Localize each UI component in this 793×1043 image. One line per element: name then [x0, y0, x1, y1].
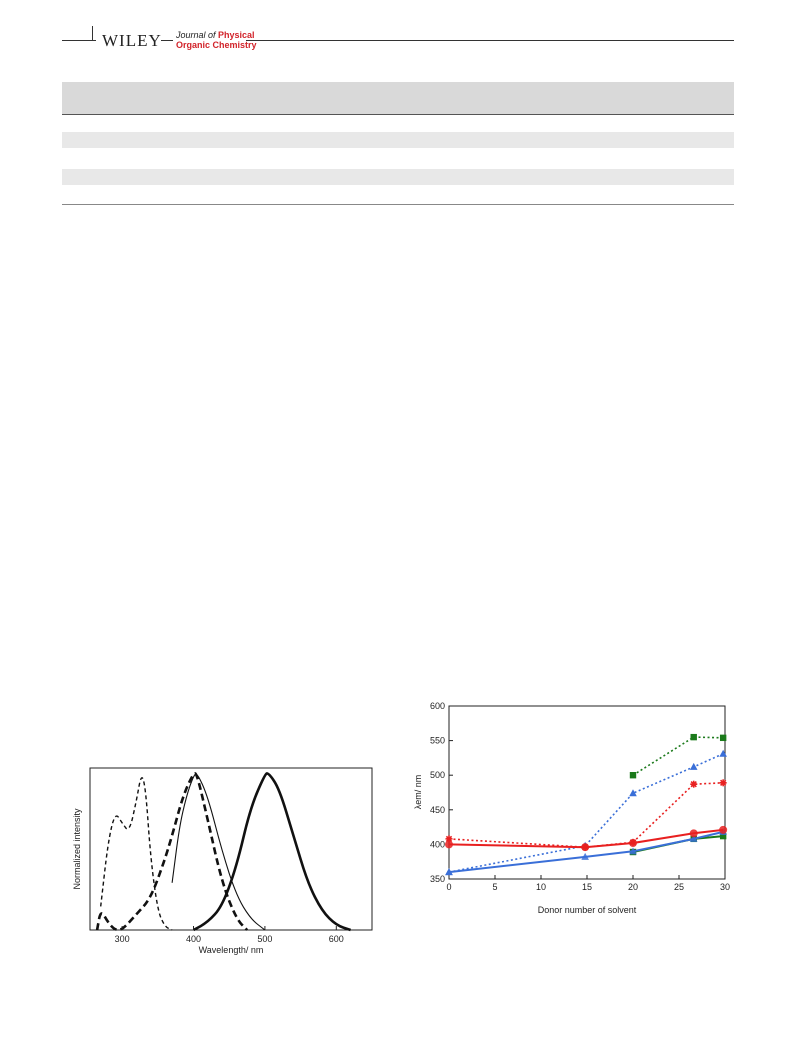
data-point-square — [629, 772, 637, 779]
asterisk-stroke — [629, 839, 637, 846]
data-point-circle — [445, 840, 453, 849]
x-tick-label: 600 — [329, 934, 344, 944]
header-rule-dash — [161, 40, 173, 41]
y-tick-label: 550 — [430, 736, 445, 746]
data-point-square — [719, 832, 727, 840]
asterisk-stroke — [445, 835, 453, 843]
data-point-triangle — [719, 749, 727, 757]
series-line-square-solid — [632, 835, 724, 853]
y-tick-label: 350 — [430, 874, 445, 884]
data-point-triangle — [445, 868, 453, 876]
data-point-square — [690, 733, 697, 741]
data-point-square — [719, 734, 727, 742]
journal-word: Physical — [218, 30, 255, 40]
asterisk-stroke — [581, 844, 589, 851]
asterisk-stroke — [690, 781, 697, 788]
asterisk-stroke — [719, 779, 727, 786]
data-point-triangle — [629, 789, 637, 797]
data-point-asterisk — [719, 779, 727, 787]
data-point-triangle — [629, 847, 637, 855]
x-axis-label: Donor number of solvent — [538, 905, 637, 915]
x-tick-label: 400 — [186, 934, 201, 944]
table-bottom-rule — [62, 204, 734, 205]
y-tick-label: 400 — [430, 839, 445, 849]
y-axis-label: λem/ nm — [413, 775, 423, 810]
plot-frame — [89, 767, 373, 931]
spectrum-thin-dashed — [100, 777, 173, 931]
data-point-triangle — [689, 834, 698, 842]
emission-vs-donor-figure: 0 5 10 15 20 25 30 350 400 450 500 550 600 Donor num… — [413, 701, 730, 915]
data-point-circle — [719, 825, 728, 834]
publisher-logo: WILEY — [102, 31, 162, 50]
series-line-asterisk-dotted — [448, 782, 724, 849]
series-line-triangle-solid — [448, 830, 724, 874]
data-point-asterisk — [445, 835, 453, 843]
data-point-asterisk — [629, 838, 637, 846]
journal-title-line2: Organic Chemistry — [176, 40, 257, 50]
journal-title-line1: Journal of Physical — [176, 30, 255, 40]
x-tick-label: 500 — [257, 934, 272, 944]
y-tick-label: 450 — [430, 805, 445, 815]
x-tick-label: 10 — [536, 882, 546, 892]
data-point-circle — [689, 829, 698, 838]
x-tick-label: 30 — [720, 882, 730, 892]
data-point-triangle — [689, 762, 698, 770]
x-tick-label: 20 — [628, 882, 638, 892]
y-tick-label: 500 — [430, 770, 445, 780]
header-rule-right — [246, 40, 734, 41]
plot-frame — [448, 705, 726, 880]
data-point-triangle — [581, 852, 589, 860]
header-rule-left — [62, 40, 96, 41]
x-axis-ticks: 300 400 500 600 — [115, 926, 344, 944]
absorption-emission-figure: 300 400 500 600 Wavelength/ nm Normalized i… — [72, 767, 373, 955]
data-point-asterisk — [581, 843, 589, 851]
spectrum-thin-solid — [171, 773, 266, 931]
table-row — [62, 132, 734, 148]
series-line-square-dotted — [632, 736, 724, 776]
y-tick-label: 600 — [430, 701, 445, 711]
spectrum-thick-solid — [192, 772, 352, 932]
series-line-triangle-dotted — [448, 752, 724, 873]
table-row — [62, 169, 734, 185]
y-axis-label: Normalized intensity — [72, 808, 82, 890]
x-axis-label: Wavelength/ nm — [199, 945, 264, 955]
x-tick-label: 25 — [674, 882, 684, 892]
axes-ticks: 0 5 10 15 20 25 30 350 400 450 500 550 600 — [430, 701, 730, 892]
header-page-marker — [92, 26, 93, 40]
x-tick-label: 300 — [115, 934, 130, 944]
journal-prefix: Journal of — [176, 30, 219, 40]
x-tick-label: 15 — [582, 882, 592, 892]
table-header-band — [62, 82, 734, 115]
x-tick-label: 5 — [492, 882, 497, 892]
spectrum-thick-dashed — [95, 772, 249, 932]
spectra-curves — [95, 772, 352, 932]
x-tick-label: 0 — [446, 882, 451, 892]
data-point-asterisk — [690, 780, 698, 788]
series-group — [445, 733, 728, 876]
